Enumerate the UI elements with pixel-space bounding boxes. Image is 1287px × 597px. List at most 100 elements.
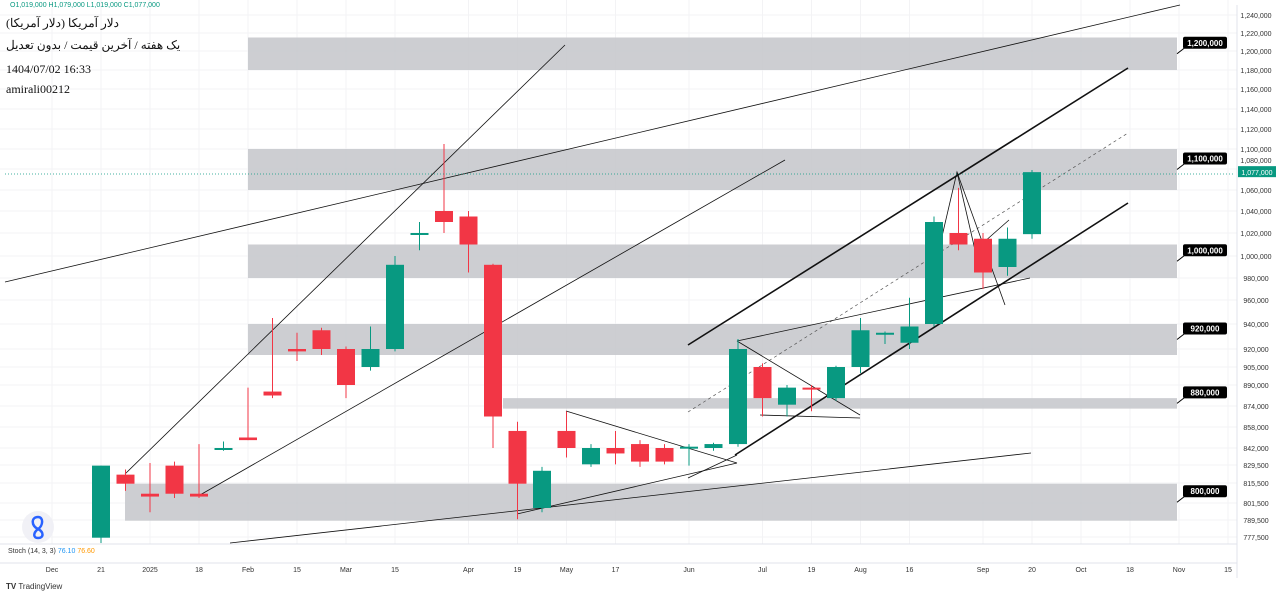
x-tick-label: 16	[906, 567, 914, 574]
y-tick-label: 1,020,000	[1240, 231, 1271, 238]
y-tick-label: 905,000	[1243, 365, 1268, 372]
y-tick-label: 980,000	[1243, 276, 1268, 283]
candle-body[interactable]	[802, 387, 821, 390]
y-tick-label: 1,000,000	[1240, 254, 1271, 261]
y-tick-label: 842,000	[1243, 446, 1268, 453]
candle-body[interactable]	[582, 448, 600, 465]
zone-label: 1,000,000	[1187, 246, 1223, 255]
x-tick-label: Feb	[242, 567, 254, 574]
candle-body[interactable]	[925, 222, 943, 324]
chart-title: دلار آمریکا (دلار آمریکا)	[6, 16, 119, 30]
candle-body[interactable]	[827, 367, 845, 399]
channel-lower	[734, 202, 1129, 456]
y-tick-label: 874,000	[1243, 404, 1268, 411]
x-tick-label: 21	[97, 567, 105, 574]
x-tick-label: Oct	[1076, 567, 1087, 574]
zone-label-badge	[1183, 485, 1227, 498]
candle-body[interactable]	[753, 367, 772, 399]
y-tick-label: 858,000	[1243, 425, 1268, 432]
candle-body[interactable]	[876, 332, 894, 335]
x-tick-label: 18	[195, 567, 203, 574]
candle-body[interactable]	[631, 444, 649, 462]
zone-label-badge	[1183, 152, 1227, 165]
support-resistance-zone[interactable]	[125, 483, 1177, 521]
candle-body[interactable]	[606, 448, 625, 454]
zone-label-badge	[1183, 36, 1227, 49]
y-tick-label: 1,160,000	[1240, 87, 1271, 94]
y-tick-label: 890,000	[1243, 383, 1268, 390]
candle-body[interactable]	[900, 326, 919, 343]
zone-label-badge	[1183, 322, 1227, 335]
y-tick-label: 1,180,000	[1240, 68, 1271, 75]
trend-line	[124, 44, 566, 475]
trend-line	[4, 4, 1181, 283]
tradingview-watermark: TV TradingView	[6, 582, 63, 591]
x-tick-label: Jun	[683, 567, 694, 574]
y-tick-label: 1,100,000	[1240, 147, 1271, 154]
candle-body[interactable]	[141, 493, 159, 497]
trend-line	[229, 452, 1032, 544]
x-tick-label: 17	[612, 567, 620, 574]
candle-body[interactable]	[165, 465, 184, 494]
x-tick-label: 15	[293, 567, 301, 574]
candle-body[interactable]	[459, 216, 478, 245]
candle-body[interactable]	[435, 211, 453, 222]
candle-body[interactable]	[557, 430, 576, 448]
candle-body[interactable]	[288, 349, 306, 352]
candle-body[interactable]	[337, 349, 355, 385]
candle-body[interactable]	[312, 330, 331, 349]
x-tick-label: Apr	[463, 567, 475, 574]
zone-label: 800,000	[1191, 487, 1220, 496]
candle-body[interactable]	[778, 387, 796, 405]
candle-body[interactable]	[998, 238, 1017, 267]
x-tick-label: 15	[1224, 567, 1232, 574]
candle-body[interactable]	[533, 470, 551, 508]
candle-body[interactable]	[974, 238, 992, 273]
chart-subtitle: یک هفته / آخرین قیمت / بدون تعدیل	[6, 38, 181, 52]
candle-body[interactable]	[508, 430, 527, 484]
candle-body[interactable]	[410, 233, 429, 235]
candle-body[interactable]	[949, 233, 968, 245]
candle-body[interactable]	[851, 330, 870, 367]
y-tick-label: 1,120,000	[1240, 127, 1271, 134]
candle-body[interactable]	[239, 437, 257, 441]
stoch-legend[interactable]: Stoch (14, 3, 3) 76.10 76.60	[8, 548, 95, 555]
candle-body[interactable]	[190, 493, 208, 497]
y-tick-label: 1,200,000	[1240, 49, 1271, 56]
y-tick-label: 940,000	[1243, 322, 1268, 329]
x-tick-label: Dec	[46, 567, 59, 574]
zone-label: 880,000	[1191, 388, 1220, 397]
zone-label-badge	[1183, 244, 1227, 257]
y-tick-label: 1,140,000	[1240, 107, 1271, 114]
candle-body[interactable]	[1023, 172, 1041, 235]
zone-label: 920,000	[1191, 325, 1220, 334]
candle-body[interactable]	[655, 448, 674, 462]
y-tick-label: 815,500	[1243, 481, 1268, 488]
author-logo-icon	[22, 511, 54, 543]
y-tick-label: 1,060,000	[1240, 188, 1271, 195]
channel-mid	[687, 132, 1129, 413]
candle-body[interactable]	[116, 474, 135, 484]
candle-body[interactable]	[484, 264, 502, 417]
channel-upper	[687, 67, 1129, 346]
candle-body[interactable]	[92, 465, 110, 538]
y-tick-label: 777,500	[1243, 535, 1268, 542]
candle-body[interactable]	[704, 444, 723, 448]
y-tick-label: 960,000	[1243, 298, 1268, 305]
candle-body[interactable]	[729, 349, 747, 445]
y-tick-label: 920,000	[1243, 347, 1268, 354]
candle-body[interactable]	[214, 448, 233, 450]
candle-body[interactable]	[680, 446, 698, 449]
current-price-badge	[1238, 166, 1276, 178]
support-resistance-zone[interactable]	[248, 37, 1177, 71]
y-tick-label: 829,500	[1243, 463, 1268, 470]
support-resistance-zone[interactable]	[248, 149, 1177, 190]
candle-body[interactable]	[263, 391, 282, 396]
candle-body[interactable]	[386, 264, 404, 349]
chart-author: amirali00212	[6, 82, 70, 96]
x-tick-label: Nov	[1173, 567, 1186, 574]
ohlc-readout: O1,019,000 H1,079,000 L1,019,000 C1,077,…	[10, 2, 160, 9]
x-tick-label: 18	[1126, 567, 1134, 574]
candle-body[interactable]	[361, 349, 380, 367]
